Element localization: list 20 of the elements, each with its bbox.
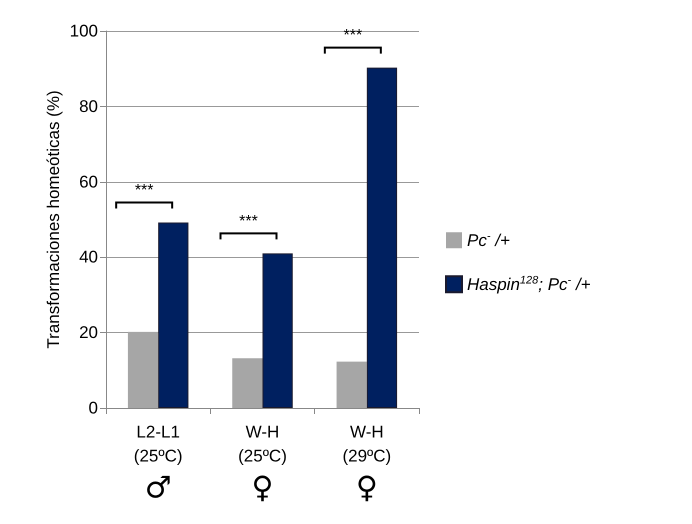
y-tick-label: 40 (79, 248, 98, 267)
bar (232, 358, 262, 408)
x-tick-label: W-H (29ºC) ♀ (342, 422, 392, 506)
bar (128, 332, 158, 408)
y-tick-label: 100 (70, 22, 98, 40)
y-tick-label: 20 (79, 323, 98, 342)
y-tick-label: 0 (88, 398, 98, 418)
bar (262, 253, 293, 408)
bar (366, 68, 398, 408)
y-tick-label: 60 (79, 172, 98, 192)
y-tick-label: 80 (79, 96, 98, 116)
bar (158, 222, 188, 408)
legend-label: Pc- /+ (467, 230, 510, 250)
annotation: *** (343, 27, 362, 44)
y-axis-title: Transformaciones homeóticas (%) (44, 90, 63, 349)
x-tick-label: L2-L1 (25ºC) ♂ (134, 422, 183, 506)
annotation: *** (134, 182, 154, 200)
x-tick-label: W-H (25ºC) ♀ (238, 422, 287, 506)
bar (336, 362, 367, 408)
annotation: *** (239, 212, 258, 230)
